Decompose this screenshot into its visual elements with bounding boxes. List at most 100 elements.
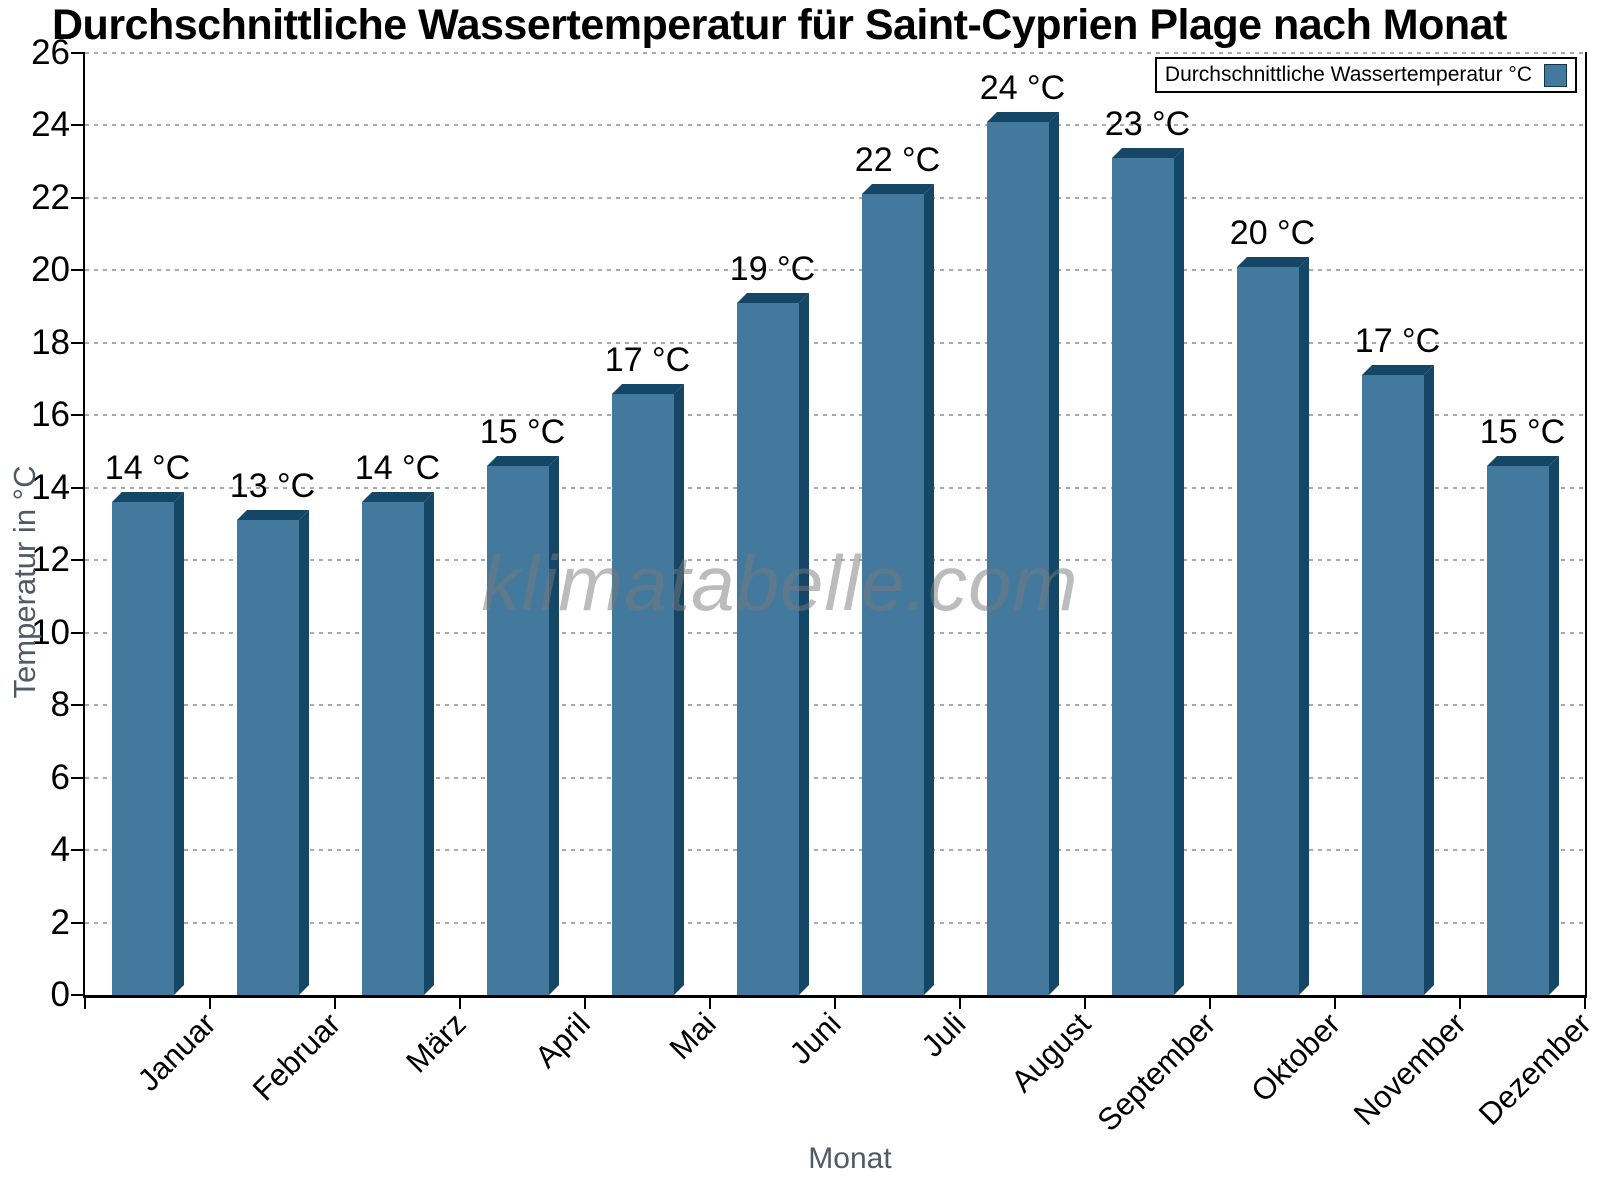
x-tick-label-text: Februar	[245, 1006, 348, 1108]
gridline-26	[85, 52, 1585, 54]
bar-face	[1361, 375, 1424, 995]
y-tick-mark-10	[71, 631, 85, 634]
bar-dezember	[1486, 456, 1559, 995]
bar-face	[1236, 267, 1299, 995]
bar-right-side	[1298, 257, 1309, 995]
bar-right-side	[798, 293, 809, 995]
y-tick-label-22: 22	[31, 177, 70, 217]
gridline-14	[85, 486, 1585, 489]
gridline-20	[85, 269, 1585, 272]
bar-top-bevel	[1236, 257, 1309, 267]
x-tick-label-text: Mai	[662, 1006, 723, 1067]
x-tick-mark-11	[1459, 996, 1461, 1009]
plot-area	[85, 53, 1585, 995]
y-tick-mark-8	[71, 704, 85, 707]
bar-value-label-november: 17 °C	[1354, 322, 1441, 360]
gridline-10	[85, 631, 1585, 634]
bar-face	[111, 502, 174, 995]
y-tick-mark-26	[71, 52, 85, 54]
x-tick-mark-4	[584, 996, 586, 1009]
bar-mai	[611, 384, 684, 995]
bar-juni	[736, 293, 809, 995]
legend-color-swatch	[1544, 63, 1567, 87]
y-tick-label-8: 8	[50, 685, 70, 725]
bar-november	[1361, 365, 1434, 995]
bar-right-side	[1423, 365, 1434, 995]
bar-value-label-juni: 19 °C	[729, 250, 816, 288]
x-tick-mark-7	[959, 996, 961, 1009]
bar-face	[486, 466, 549, 995]
bar-face	[361, 502, 424, 995]
gridline-4	[85, 849, 1585, 852]
bar-top-bevel	[236, 510, 309, 520]
y-tick-mark-16	[71, 414, 85, 417]
x-tick-mark-12	[1584, 996, 1586, 1009]
x-tick-label-text: Januar	[130, 1006, 223, 1098]
bar-value-label-september: 23 °C	[1104, 105, 1191, 143]
bar-value-label-märz: 14 °C	[354, 449, 441, 487]
bar-top-bevel	[486, 456, 559, 466]
y-tick-label-20: 20	[31, 250, 70, 290]
bar-right-side	[1173, 148, 1184, 995]
x-tick-label-text: September	[1090, 1006, 1223, 1138]
bar-top-bevel	[1486, 456, 1559, 466]
y-tick-mark-2	[71, 921, 85, 924]
bar-right-side	[1548, 456, 1559, 995]
bar-top-bevel	[1111, 148, 1184, 158]
gridline-16	[85, 414, 1585, 417]
bar-right-side	[173, 492, 184, 995]
bar-value-label-august: 24 °C	[979, 69, 1066, 107]
plot-right-border	[1585, 52, 1587, 998]
y-tick-mark-6	[71, 776, 85, 779]
bar-märz	[361, 492, 434, 995]
gridline-24	[85, 124, 1585, 127]
watermark: klimatabelle.com	[481, 539, 1079, 627]
gridline-12	[85, 559, 1585, 562]
x-tick-label-text: Dezember	[1471, 1006, 1598, 1132]
bar-right-side	[423, 492, 434, 995]
gridline-6	[85, 776, 1585, 779]
y-tick-label-26: 26	[31, 33, 70, 72]
y-tick-label-16: 16	[31, 395, 70, 435]
bar-oktober	[1236, 257, 1309, 995]
y-axis-line	[83, 52, 85, 998]
y-tick-label-18: 18	[31, 322, 70, 362]
x-axis-line	[83, 995, 1587, 998]
gridline-22	[85, 196, 1585, 199]
x-tick-mark-10	[1334, 996, 1336, 1009]
bar-right-side	[298, 510, 309, 995]
bar-januar	[111, 492, 184, 995]
x-tick-label-text: April	[528, 1006, 598, 1075]
bar-top-bevel	[861, 184, 934, 194]
bar-value-label-dezember: 15 °C	[1479, 413, 1566, 451]
gridline-18	[85, 341, 1585, 344]
y-tick-label-4: 4	[50, 830, 70, 870]
y-tick-mark-18	[71, 341, 85, 344]
x-tick-mark-6	[834, 996, 836, 1009]
bar-top-bevel	[361, 492, 434, 502]
bar-top-bevel	[1361, 365, 1434, 375]
y-tick-mark-0	[71, 994, 85, 996]
y-tick-label-0: 0	[50, 975, 70, 1014]
x-axis-title: Monat	[808, 1142, 892, 1175]
x-tick-mark-8	[1084, 996, 1086, 1009]
y-tick-label-2: 2	[50, 902, 70, 942]
x-tick-label-text: Juni	[782, 1006, 848, 1071]
bar-face	[1486, 466, 1549, 995]
gridline-2	[85, 921, 1585, 924]
bar-face	[236, 520, 299, 995]
x-tick-mark-9	[1209, 996, 1211, 1009]
y-axis-title-text: Temperatur in °C	[7, 465, 42, 699]
x-tick-mark-3	[459, 996, 461, 1009]
y-tick-label-10: 10	[31, 612, 70, 652]
bar-right-side	[923, 184, 934, 995]
bar-februar	[236, 510, 309, 995]
x-tick-label-text: November	[1346, 1006, 1473, 1132]
bar-top-bevel	[736, 293, 809, 303]
y-tick-mark-20	[71, 269, 85, 272]
y-tick-mark-14	[71, 486, 85, 489]
bar-face	[736, 303, 799, 995]
x-tick-label-text: März	[398, 1006, 473, 1080]
bar-september	[1111, 148, 1184, 995]
x-tick-label-text: August	[1004, 1006, 1098, 1099]
